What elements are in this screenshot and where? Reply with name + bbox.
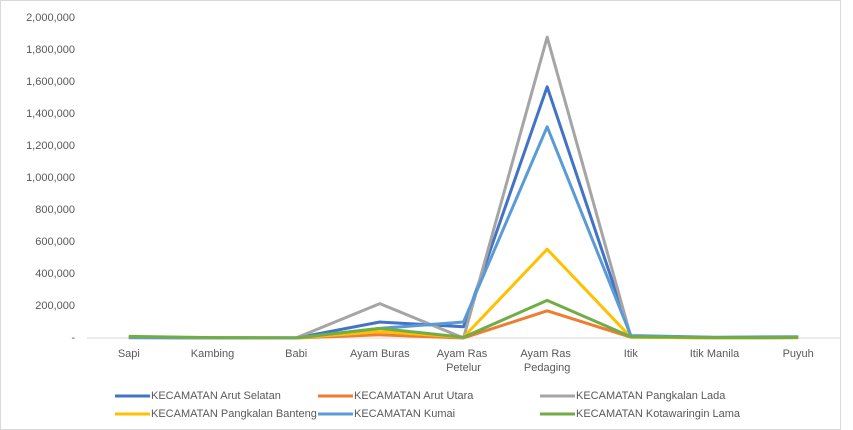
x-tick-label: Ayam Buras xyxy=(350,348,410,360)
y-tick-label: 1,200,000 xyxy=(26,140,75,152)
y-tick-label: 600,000 xyxy=(35,236,75,248)
y-tick-label: 1,600,000 xyxy=(26,76,75,88)
legend-label: KECAMATAN Arut Utara xyxy=(354,390,474,402)
y-tick-label: 800,000 xyxy=(35,204,75,216)
legend-label: KECAMATAN Kotawaringin Lama xyxy=(576,408,741,420)
y-tick-label: 1,000,000 xyxy=(26,172,75,184)
x-tick-label: Itik xyxy=(624,348,639,360)
series-line xyxy=(128,298,799,340)
x-tick-label: Kambing xyxy=(191,348,234,360)
legend-label: KECAMATAN Arut Selatan xyxy=(151,390,281,402)
legend-label: KECAMATAN Kumai xyxy=(354,408,455,420)
y-tick-label: 2,000,000 xyxy=(26,12,75,24)
x-tick-label: Ayam Ras Petelur xyxy=(437,348,491,374)
y-tick-label: 200,000 xyxy=(35,300,75,312)
y-tick-label: 400,000 xyxy=(35,268,75,280)
legend-label: KECAMATAN Pangkalan Lada xyxy=(576,390,726,402)
y-tick-label: - xyxy=(71,332,75,344)
y-tick-label: 1,400,000 xyxy=(26,108,75,120)
x-tick-label: Itik Manila xyxy=(690,348,740,360)
x-tick-label: Sapi xyxy=(118,348,140,360)
x-tick-label: Babi xyxy=(285,348,307,360)
legend-label: KECAMATAN Pangkalan Banteng xyxy=(151,408,317,420)
x-tick-label: Puyuh xyxy=(783,348,814,360)
y-tick-label: 1,800,000 xyxy=(26,44,75,56)
x-tick-label: Ayam Ras Pedaging xyxy=(520,348,574,374)
